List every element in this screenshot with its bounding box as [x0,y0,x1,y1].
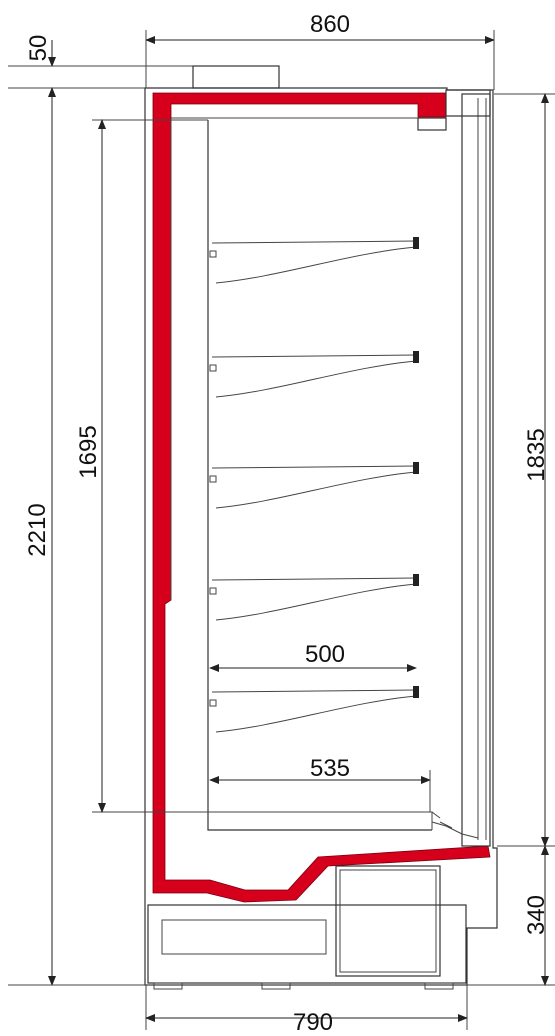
dimension-annotations: 860 50 2210 1695 1835 340 790 500 5 [8,11,555,1036]
front-lower-trim [431,821,479,839]
shelf-price-rail [413,686,419,698]
top-grille [417,117,447,131]
cabinet-body [144,65,498,990]
shelf-back-clip [209,475,217,483]
dim-opening-height-label: 1835 [523,428,550,481]
shelf-price-rail [413,351,419,363]
dim-top-width-label: 860 [310,11,350,38]
shelves [209,237,419,733]
shelf-bracket [215,471,417,509]
shelf [209,351,419,398]
insulation-layer [152,92,491,903]
deck-plate [208,811,433,830]
shelf-back-clip [209,250,217,258]
inner-back-wall [207,120,432,831]
foot-mid [261,982,291,990]
dim-total-height-label: 2210 [24,503,51,556]
condensing-unit-inner [339,869,437,973]
dim-deck-depth-label: 535 [310,755,350,782]
shelf-top [211,354,417,358]
front-frame [461,93,491,847]
top-housing [192,65,280,89]
shelf-price-rail [413,237,419,249]
front-top-cap [445,89,491,117]
shelf [209,574,419,621]
shelf [209,686,419,733]
shelf [209,462,419,509]
shelf-back-clip [209,587,217,595]
dim-base-height-label: 340 [523,895,550,935]
condensing-unit [335,865,441,977]
shelf-price-rail [413,574,419,586]
shelf-price-rail [413,462,419,474]
shelf-bracket [215,695,417,733]
foot-left [153,982,183,990]
front-lower-trim-2 [431,811,453,829]
dim-offset-label: 50 [25,35,52,62]
shelf-top [211,689,417,693]
base-panel-left [161,919,327,955]
shelf-bracket [215,360,417,398]
dim-display-height-label: 1695 [75,425,102,478]
shelf-back-clip [209,699,217,707]
dim-base-width-label: 790 [293,1009,333,1036]
dim-shelf-depth-label: 500 [305,641,345,668]
base-compartment [147,904,467,984]
shelf-top [211,577,417,581]
shelf-back-clip [209,364,217,372]
shelf-top [211,465,417,469]
shelf-bracket [215,246,417,284]
foot-right [424,982,454,990]
shelf-bracket [215,583,417,621]
shelf-top [211,240,417,244]
shelf [209,237,419,284]
